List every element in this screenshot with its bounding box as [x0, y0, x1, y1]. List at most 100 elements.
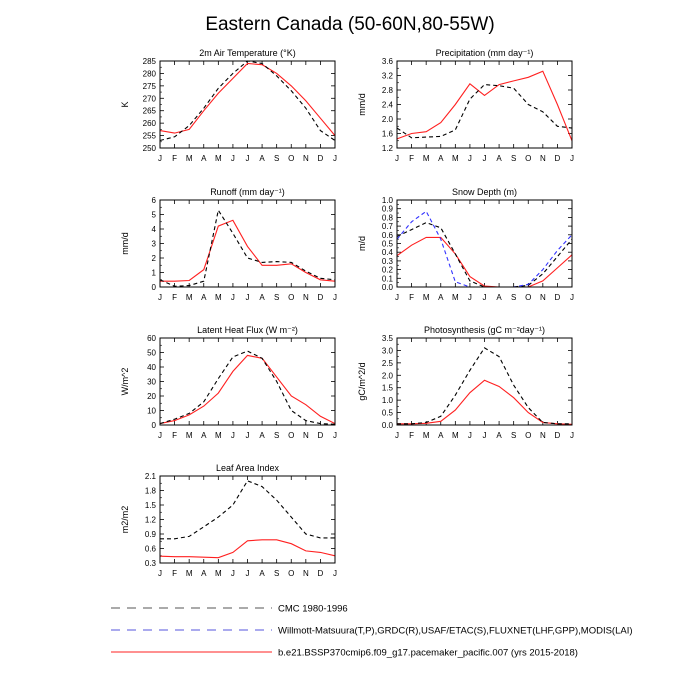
data-point	[291, 262, 292, 263]
x-tick-label: J	[395, 431, 399, 440]
x-tick-label: F	[172, 154, 177, 163]
data-point	[542, 280, 543, 281]
data-point	[440, 421, 441, 422]
data-point	[426, 137, 427, 138]
data-point	[262, 262, 263, 263]
x-tick-label: O	[288, 154, 294, 163]
series-line	[397, 379, 573, 425]
x-tick-label: M	[215, 569, 222, 578]
data-point	[189, 125, 190, 126]
data-point	[291, 395, 292, 396]
data-point	[455, 104, 456, 105]
y-axis-label: K	[120, 101, 130, 107]
x-tick-label: M	[452, 431, 459, 440]
data-point	[411, 245, 412, 246]
x-tick-label: J	[570, 293, 574, 302]
x-tick-label: M	[423, 431, 430, 440]
x-tick-label: A	[496, 431, 502, 440]
legend-label: Willmott-Matsuura(T,P),GRDC(R),USAF/ETAC…	[278, 626, 633, 637]
x-tick-label: N	[303, 431, 309, 440]
x-tick-label: O	[525, 431, 531, 440]
data-point	[440, 416, 441, 417]
y-tick-label: 0.4	[382, 248, 394, 257]
data-point	[440, 136, 441, 137]
data-point	[513, 385, 514, 386]
data-point	[320, 130, 321, 131]
y-tick-label: 1.2	[382, 144, 394, 153]
data-point	[305, 533, 306, 534]
x-tick-label: J	[483, 154, 487, 163]
data-point	[305, 272, 306, 273]
data-point	[305, 550, 306, 551]
y-tick-label: 270	[143, 94, 157, 103]
series-line	[159, 539, 336, 559]
data-point	[469, 370, 470, 371]
x-tick-label: J	[483, 431, 487, 440]
x-tick-label: J	[158, 293, 162, 302]
y-axis-label: W/m^2	[120, 368, 130, 396]
data-point	[174, 420, 175, 421]
series-line	[396, 236, 573, 288]
x-tick-label: D	[318, 569, 324, 578]
data-point	[411, 423, 412, 424]
data-point	[218, 393, 219, 394]
x-tick-label: N	[540, 154, 546, 163]
x-tick-label: M	[186, 431, 193, 440]
x-tick-label: J	[570, 431, 574, 440]
data-point	[542, 273, 543, 274]
plot-frame	[159, 199, 336, 288]
x-tick-label: M	[423, 293, 430, 302]
data-point	[542, 269, 543, 270]
y-tick-label: 50	[147, 349, 156, 358]
x-tick-label: J	[333, 431, 337, 440]
x-tick-label: J	[231, 154, 235, 163]
data-point	[262, 265, 263, 266]
y-tick-label: 0.0	[382, 283, 394, 292]
data-point	[542, 71, 543, 72]
y-tick-label: 1.6	[382, 130, 394, 139]
legend-item-3: b.e21.BSSP370cmip6.f09_g17.pacemaker_pac…	[111, 648, 578, 659]
y-tick-label: 0.2	[382, 266, 394, 275]
data-point	[426, 211, 427, 212]
data-point	[291, 543, 292, 544]
x-tick-label: M	[215, 431, 222, 440]
x-tick-label: A	[259, 431, 265, 440]
series-line	[159, 350, 336, 425]
series-line	[396, 222, 573, 288]
x-tick-label: M	[186, 293, 193, 302]
x-tick-label: O	[525, 293, 531, 302]
panel-title: Leaf Area Index	[216, 463, 280, 473]
data-point	[320, 552, 321, 553]
data-point	[276, 377, 277, 378]
x-tick-label: D	[318, 154, 324, 163]
series-line	[159, 354, 336, 425]
x-tick-label: F	[172, 431, 177, 440]
data-point	[469, 280, 470, 281]
data-point	[528, 77, 529, 78]
x-tick-label: A	[201, 154, 207, 163]
y-tick-label: 0	[152, 283, 157, 292]
y-tick-label: 1.0	[382, 396, 394, 405]
data-point	[305, 420, 306, 421]
data-point	[247, 63, 248, 64]
y-tick-label: 255	[143, 132, 157, 141]
data-point	[557, 250, 558, 251]
y-tick-label: 1.2	[145, 516, 157, 525]
data-point	[513, 80, 514, 81]
figure-title: Eastern Canada (50-60N,80-55W)	[205, 14, 494, 35]
series-line	[396, 210, 573, 288]
data-point	[426, 131, 427, 132]
x-tick-label: D	[555, 293, 561, 302]
data-point	[203, 406, 204, 407]
data-point	[189, 285, 190, 286]
data-point	[218, 226, 219, 227]
data-point	[469, 392, 470, 393]
y-tick-label: 0.3	[145, 559, 157, 568]
data-point	[484, 84, 485, 85]
x-tick-label: J	[468, 431, 472, 440]
data-point	[484, 95, 485, 96]
y-tick-label: 1	[152, 269, 157, 278]
data-point	[411, 229, 412, 230]
data-point	[455, 253, 456, 254]
